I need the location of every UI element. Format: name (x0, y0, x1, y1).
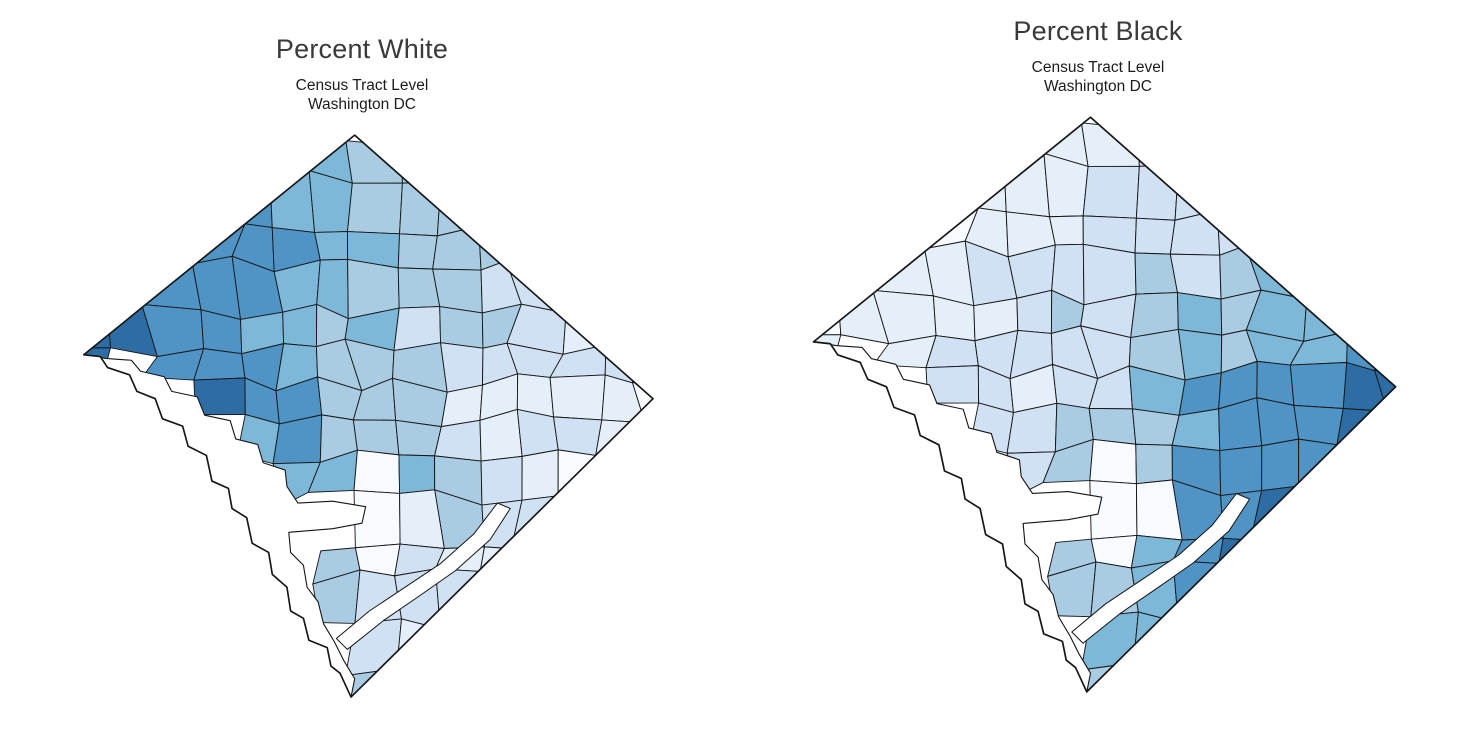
map-title-percent-black: Percent Black (1013, 16, 1183, 46)
map-subtitle-left: Census Tract Level Washington DC (276, 77, 448, 114)
panel-percent-white: Percent White Census Tract Level Washing… (0, 0, 724, 732)
map-subtitle-right: Census Tract Level Washington DC (1013, 59, 1182, 96)
panel-percent-black: Percent Black Census Tract Level Washing… (724, 0, 1472, 732)
panel-left-header: Percent White Census Tract Level Washing… (276, 34, 448, 114)
choropleth-map-percent-black (812, 116, 1397, 693)
map-subtitle-left-line1: Census Tract Level (295, 77, 429, 94)
map-subtitle-right-line2: Washington DC (1044, 77, 1152, 95)
panel-right-header: Percent Black Census Tract Level Washing… (1013, 16, 1182, 96)
choropleth-map-percent-white (82, 134, 654, 699)
map-subtitle-right-line1: Census Tract Level (1031, 59, 1165, 76)
map-subtitle-left-line2: Washington DC (308, 95, 416, 113)
map-title-percent-white: Percent White (275, 34, 449, 64)
